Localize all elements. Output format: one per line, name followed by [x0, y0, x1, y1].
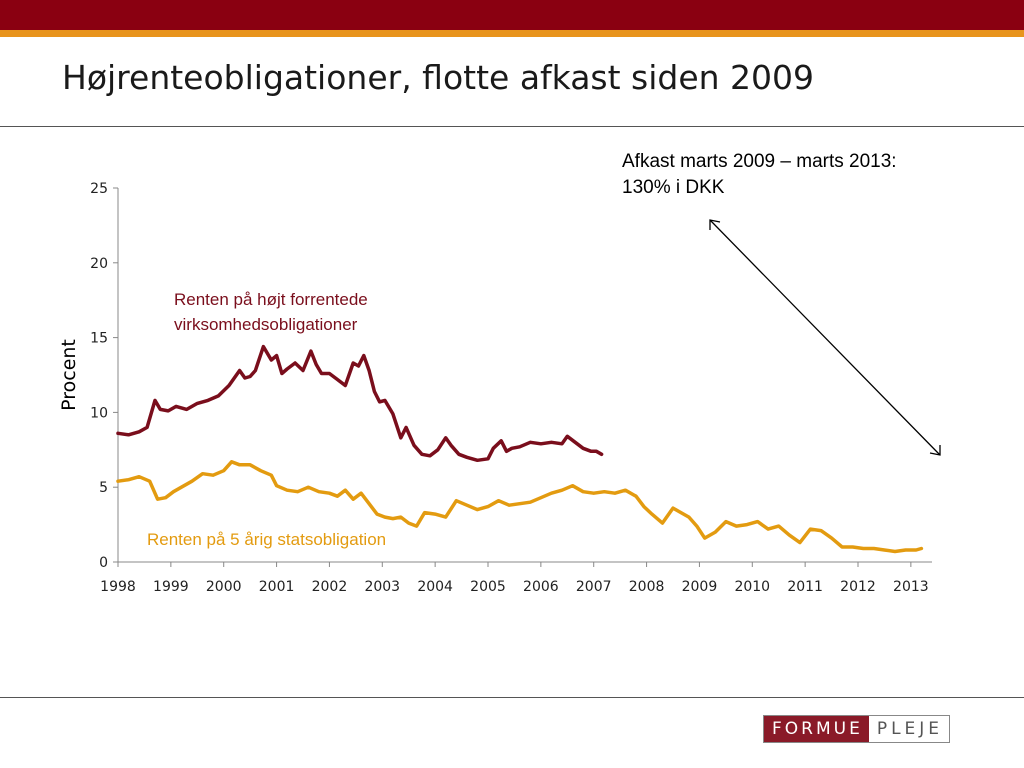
x-tick-label: 2005: [470, 579, 506, 595]
formuepleje-logo: FORMUE PLEJE: [763, 715, 951, 743]
x-tick-label: 1998: [100, 579, 136, 595]
x-tick-label: 2011: [787, 579, 823, 595]
header-bar: [0, 0, 1024, 30]
logo-part-formue: FORMUE: [764, 716, 869, 742]
series-line-high-yield: [116, 344, 604, 463]
x-tick-label: 2001: [259, 579, 295, 595]
y-tick-label: 0: [99, 555, 108, 571]
y-tick-label: 25: [90, 181, 108, 197]
return-annotation: Afkast marts 2009 – marts 2013: 130% i D…: [622, 149, 897, 201]
chart-axes: 0 5 10 15 20 25 1998 1999 2000 2001 2002 2003 2004 20…: [90, 181, 932, 595]
x-tick-label: 2000: [206, 579, 242, 595]
x-tick-label: 2009: [682, 579, 718, 595]
y-tick-label: 15: [90, 331, 108, 347]
footer-divider: [0, 697, 1024, 698]
title-divider: [0, 126, 1024, 127]
annotation-arrow: [709, 219, 941, 456]
chart-labels: Procent Renten på højt forrentede virkso…: [58, 290, 386, 549]
x-tick-label: 2007: [576, 579, 612, 595]
x-tick-label: 2013: [893, 579, 929, 595]
y-tick-label: 5: [99, 480, 108, 496]
y-tick-label: 20: [90, 256, 108, 272]
logo-part-pleje: PLEJE: [868, 716, 950, 742]
x-tick-label: 2003: [364, 579, 400, 595]
chart-series: [116, 344, 924, 554]
series-label-high-yield-line2: virksomhedsobligationer: [174, 315, 358, 334]
series-label-high-yield-line1: Renten på højt forrentede: [174, 290, 368, 309]
x-tick-label: 2006: [523, 579, 559, 595]
header-stripe: [0, 30, 1024, 37]
x-tick-label: 2008: [629, 579, 665, 595]
return-annotation-line1: Afkast marts 2009 – marts 2013:: [622, 151, 897, 172]
x-tick-label: 2004: [417, 579, 453, 595]
series-line-gov-bond: [116, 460, 924, 554]
y-tick-label: 10: [90, 405, 108, 421]
return-annotation-line2: 130% i DKK: [622, 177, 725, 198]
x-tick-label: 2010: [734, 579, 770, 595]
y-axis-label: Procent: [58, 339, 80, 411]
x-tick-label: 2012: [840, 579, 876, 595]
x-tick-label: 1999: [153, 579, 189, 595]
x-tick-label: 2002: [312, 579, 348, 595]
series-label-gov-bond: Renten på 5 årig statsobligation: [147, 530, 386, 549]
slide-title: Højrenteobligationer, flotte afkast side…: [62, 58, 815, 97]
